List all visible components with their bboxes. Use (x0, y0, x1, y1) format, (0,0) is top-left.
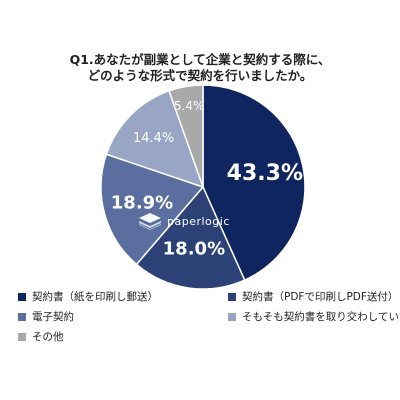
pie-slice (135, 185, 246, 290)
brand-watermark: paperlogic (137, 212, 230, 230)
legend-label: その他 (32, 331, 64, 343)
paperlogic-layers-icon (139, 213, 161, 230)
pie-chart: 43.3% 18.0% 18.9% 14.4% 5.4% (100, 84, 306, 290)
pie-slice (105, 89, 205, 189)
legend-label: 電子契約 (32, 311, 74, 323)
pie-data-label: 5.4% (174, 99, 205, 113)
legend-swatch (18, 332, 26, 341)
pie-data-label: 14.4% (133, 131, 174, 146)
legend-label: 契約書（PDFで印刷しPDF送付） (242, 291, 399, 303)
pie-slice (168, 84, 204, 188)
legend-swatch (18, 312, 26, 321)
chart-title-line-2: どのような形式で契約を行いましたか。 (87, 68, 313, 83)
brand-name: paperlogic (167, 214, 230, 228)
pie-slice (202, 84, 306, 282)
chart-legend: 契約書（紙を印刷し郵送） 契約書（PDFで印刷しPDF送付） 電子契約 そもそも… (18, 289, 400, 349)
legend-item-other: その他 (18, 329, 64, 344)
legend-item-paper-mail: 契約書（紙を印刷し郵送） (18, 289, 158, 304)
pie-slice (100, 153, 205, 266)
chart-title-line-1: Q1.あなたが副業として企業と契約する際に、 (69, 52, 331, 67)
legend-item-e-contract: 電子契約 (18, 309, 74, 324)
chart-title: Q1.あなたが副業として企業と契約する際に、 どのような形式で契約を行いましたか… (0, 52, 400, 84)
legend-item-pdf: 契約書（PDFで印刷しPDF送付） (228, 289, 398, 304)
legend-swatch (18, 292, 26, 301)
pie-data-label: 43.3% (227, 161, 303, 186)
legend-label: そもそも契約書を取り交わしていない (242, 311, 400, 323)
legend-item-no-contract: そもそも契約書を取り交わしていない (228, 309, 400, 324)
legend-swatch (228, 292, 236, 301)
legend-swatch (228, 312, 236, 321)
legend-label: 契約書（紙を印刷し郵送） (32, 291, 158, 303)
pie-data-label: 18.9% (111, 193, 173, 214)
pie-data-label: 18.0% (163, 239, 225, 260)
